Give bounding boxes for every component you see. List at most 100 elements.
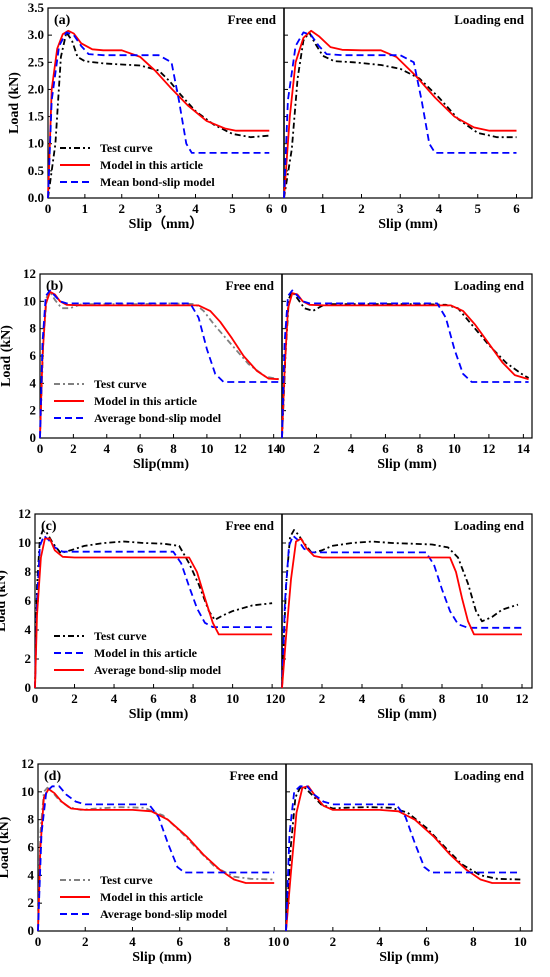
x-tick-label: 14 — [517, 441, 531, 456]
panel-label: (c) — [41, 519, 57, 534]
chart-panel-a: 0.0 0.5 1.0 1.5 2.0 2.5 3.0 3.5 Load (kN) (a) 0 1 2 3… — [7, 0, 533, 232]
series-line-test-curve — [281, 290, 530, 439]
series-line-model-in-this-article — [37, 788, 275, 932]
x-tick-label: 6 — [399, 691, 406, 706]
series-line-mean-bond-slip-model — [283, 31, 517, 199]
legend: Test curve Model in this article Average b… — [54, 377, 222, 425]
chart-panel-d: 0 2 4 6 8 10 12 Load (kN) (d) 0 2 4 6 8 10 Slip (mm) Fre… — [0, 756, 533, 965]
x-axis-label: Slip (mm) — [132, 950, 192, 965]
x-tick-label: 12 — [482, 441, 495, 456]
y-tick-label: 6 — [30, 348, 37, 363]
x-tick-label: 4 — [111, 691, 118, 706]
end-label: Loading end — [454, 768, 524, 783]
end-label: Loading end — [454, 518, 524, 533]
subplot-free-end: 0 2 4 6 8 10 12 14 Slip(mm) Free end — [37, 278, 281, 472]
y-tick-label: 12 — [23, 266, 36, 281]
x-tick-label: 2 — [82, 934, 89, 949]
series-line-average-bond-slip-model — [34, 537, 273, 689]
legend: Test curve Model in this article Average b… — [54, 629, 222, 677]
series-line-test-curve — [39, 290, 279, 439]
x-tick-label: 12 — [234, 441, 247, 456]
legend-entry: Model in this article — [94, 646, 198, 660]
legend-entry: Average bond-slip model — [100, 907, 228, 921]
chart-panel-c: 0 2 4 6 8 10 12 Load (kN) (c) 0 2 4 6 8 10 12 Slip (mm) F… — [0, 506, 533, 722]
end-label: Free end — [226, 278, 275, 293]
legend-entry: Test curve — [100, 873, 153, 887]
y-tick-label: 6 — [28, 840, 35, 855]
x-tick-label: 10 — [514, 934, 527, 949]
end-label: Free end — [226, 518, 275, 533]
x-tick-label: 0 — [37, 441, 44, 456]
panel-label: (d) — [44, 769, 61, 784]
x-tick-label: 3 — [397, 201, 404, 216]
x-tick-label: 0 — [32, 691, 39, 706]
y-tick-label: 8 — [25, 564, 32, 579]
x-tick-label: 8 — [470, 934, 477, 949]
legend-entry: Average bond-slip model — [94, 663, 222, 677]
series-line-test-curve — [47, 31, 270, 199]
plot-frame — [47, 7, 533, 199]
x-tick-label: 10 — [200, 441, 213, 456]
legend-entry: Average bond-slip model — [94, 411, 222, 425]
legend: Test curve Model in this article Average b… — [60, 873, 228, 921]
x-tick-label: 4 — [104, 441, 111, 456]
series-line-model-in-this-article — [47, 29, 270, 199]
series-line-test-curve — [285, 786, 521, 932]
y-tick-label: 4 — [30, 375, 37, 390]
y-tick-label: 2.5 — [28, 54, 45, 69]
x-tick-label: 0 — [279, 691, 286, 706]
y-tick-label: 10 — [23, 293, 36, 308]
y-tick-label: 0 — [30, 430, 37, 445]
subplot-free-end: 0 2 4 6 8 10 12 Slip (mm) Free end — [32, 518, 279, 722]
x-tick-label: 2 — [319, 691, 326, 706]
series-line-average-bond-slip-model — [281, 289, 529, 439]
y-axis-label: Load (kN) — [0, 570, 9, 632]
legend-entry: Model in this article — [100, 158, 204, 172]
series-line-test-curve — [283, 31, 517, 199]
series-line-test-curve — [281, 529, 519, 689]
y-tick-label: 1.5 — [28, 109, 45, 124]
x-axis-label: Slip (mm) — [378, 217, 438, 232]
y-tick-label: 10 — [18, 535, 31, 550]
end-label: Free end — [230, 768, 279, 783]
x-tick-label: 0 — [35, 934, 42, 949]
x-tick-label: 4 — [376, 934, 383, 949]
x-tick-label: 8 — [439, 691, 446, 706]
y-tick-label: 4 — [25, 622, 32, 637]
series-line-model-in-this-article — [285, 785, 521, 932]
end-label: Loading end — [454, 12, 524, 27]
end-label: Free end — [228, 12, 277, 27]
x-tick-label: 8 — [224, 934, 231, 949]
panel-label: (a) — [54, 13, 71, 28]
series-line-model-in-this-article — [283, 29, 517, 199]
x-tick-label: 1 — [82, 201, 89, 216]
legend-entry: Mean bond-slip model — [100, 175, 215, 189]
legend-entry: Test curve — [100, 141, 153, 155]
x-tick-label: 6 — [266, 201, 273, 216]
series-line-model-in-this-article — [281, 292, 529, 439]
x-tick-label: 0 — [45, 201, 52, 216]
y-tick-label: 3.5 — [28, 0, 45, 15]
x-axis-label: Slip (mm) — [129, 707, 189, 722]
x-tick-label: 4 — [359, 691, 366, 706]
y-tick-label: 6 — [25, 593, 32, 608]
x-tick-label: 5 — [475, 201, 482, 216]
x-tick-label: 2 — [71, 691, 78, 706]
series-line-average-bond-slip-model — [37, 785, 275, 932]
x-axis-label: Slip(mm) — [133, 457, 189, 472]
x-tick-label: 10 — [476, 691, 489, 706]
subplot-loading-end: 0 2 4 6 8 10 12 14 Slip (mm) Loading end — [279, 278, 531, 472]
y-tick-label: 3.0 — [28, 27, 44, 42]
legend-entry: Model in this article — [100, 890, 204, 904]
end-label: Loading end — [454, 278, 524, 293]
y-tick-label: 12 — [18, 506, 31, 521]
y-tick-label: 2.0 — [28, 81, 44, 96]
x-tick-label: 2 — [330, 934, 337, 949]
x-tick-label: 8 — [417, 441, 424, 456]
x-tick-label: 4 — [436, 201, 443, 216]
x-axis-label: Slip (mm) — [377, 707, 437, 722]
y-tick-label: 1.0 — [28, 136, 44, 151]
y-tick-label: 8 — [28, 812, 35, 827]
x-tick-label: 6 — [423, 934, 430, 949]
